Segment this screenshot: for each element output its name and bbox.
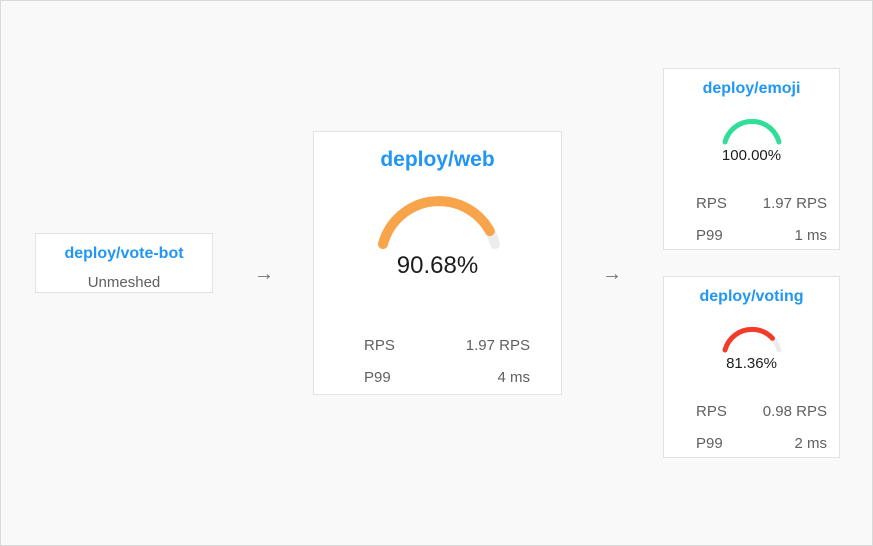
metric-row-rps: RPS 1.97 RPS bbox=[696, 195, 827, 212]
metric-row-p99: P99 4 ms bbox=[364, 369, 530, 386]
metric-row-rps: RPS 1.97 RPS bbox=[364, 337, 530, 354]
node-card-deploy-web: deploy/web 90.68% RPS 1.97 RPS P99 4 ms bbox=[313, 131, 562, 395]
metric-value: 2 ms bbox=[794, 435, 827, 452]
metric-label: RPS bbox=[364, 337, 395, 354]
success-rate-value: 90.68% bbox=[396, 252, 479, 279]
success-rate-value: 100.00% bbox=[721, 147, 782, 164]
mesh-status-label: Unmeshed bbox=[87, 274, 161, 291]
node-link-deploy-web[interactable]: deploy/web bbox=[380, 148, 495, 171]
metric-value: 1.97 RPS bbox=[465, 337, 530, 354]
metric-label: RPS bbox=[696, 403, 727, 420]
metric-label: P99 bbox=[696, 227, 723, 244]
node-link-deploy-voting[interactable]: deploy/voting bbox=[699, 288, 804, 305]
metric-value: 1.97 RPS bbox=[762, 195, 827, 212]
success-rate-gauge bbox=[722, 326, 782, 353]
metric-row-p99: P99 1 ms bbox=[696, 227, 827, 244]
metric-row-rps: RPS 0.98 RPS bbox=[696, 403, 827, 420]
node-link-deploy-vote-bot[interactable]: deploy/vote-bot bbox=[64, 245, 184, 262]
node-link-deploy-emoji[interactable]: deploy/emoji bbox=[702, 80, 801, 97]
metric-value: 1 ms bbox=[794, 227, 827, 244]
arrow-right-icon: → bbox=[602, 263, 622, 285]
metric-row-p99: P99 2 ms bbox=[696, 435, 827, 452]
arrow-right-icon: → bbox=[254, 263, 274, 285]
metric-value: 0.98 RPS bbox=[762, 403, 827, 420]
success-rate-gauge bbox=[378, 196, 500, 249]
metric-value: 4 ms bbox=[497, 369, 530, 386]
node-card-deploy-vote-bot: deploy/vote-bot Unmeshed bbox=[35, 233, 213, 293]
node-card-deploy-voting: deploy/voting 81.36% RPS 0.98 RPS P99 2 … bbox=[663, 276, 840, 458]
metric-label: P99 bbox=[696, 435, 723, 452]
metric-label: RPS bbox=[696, 195, 727, 212]
success-rate-gauge bbox=[722, 118, 782, 145]
node-card-deploy-emoji: deploy/emoji 100.00% RPS 1.97 RPS P99 1 … bbox=[663, 68, 840, 250]
success-rate-value: 81.36% bbox=[726, 355, 777, 372]
metric-label: P99 bbox=[364, 369, 391, 386]
